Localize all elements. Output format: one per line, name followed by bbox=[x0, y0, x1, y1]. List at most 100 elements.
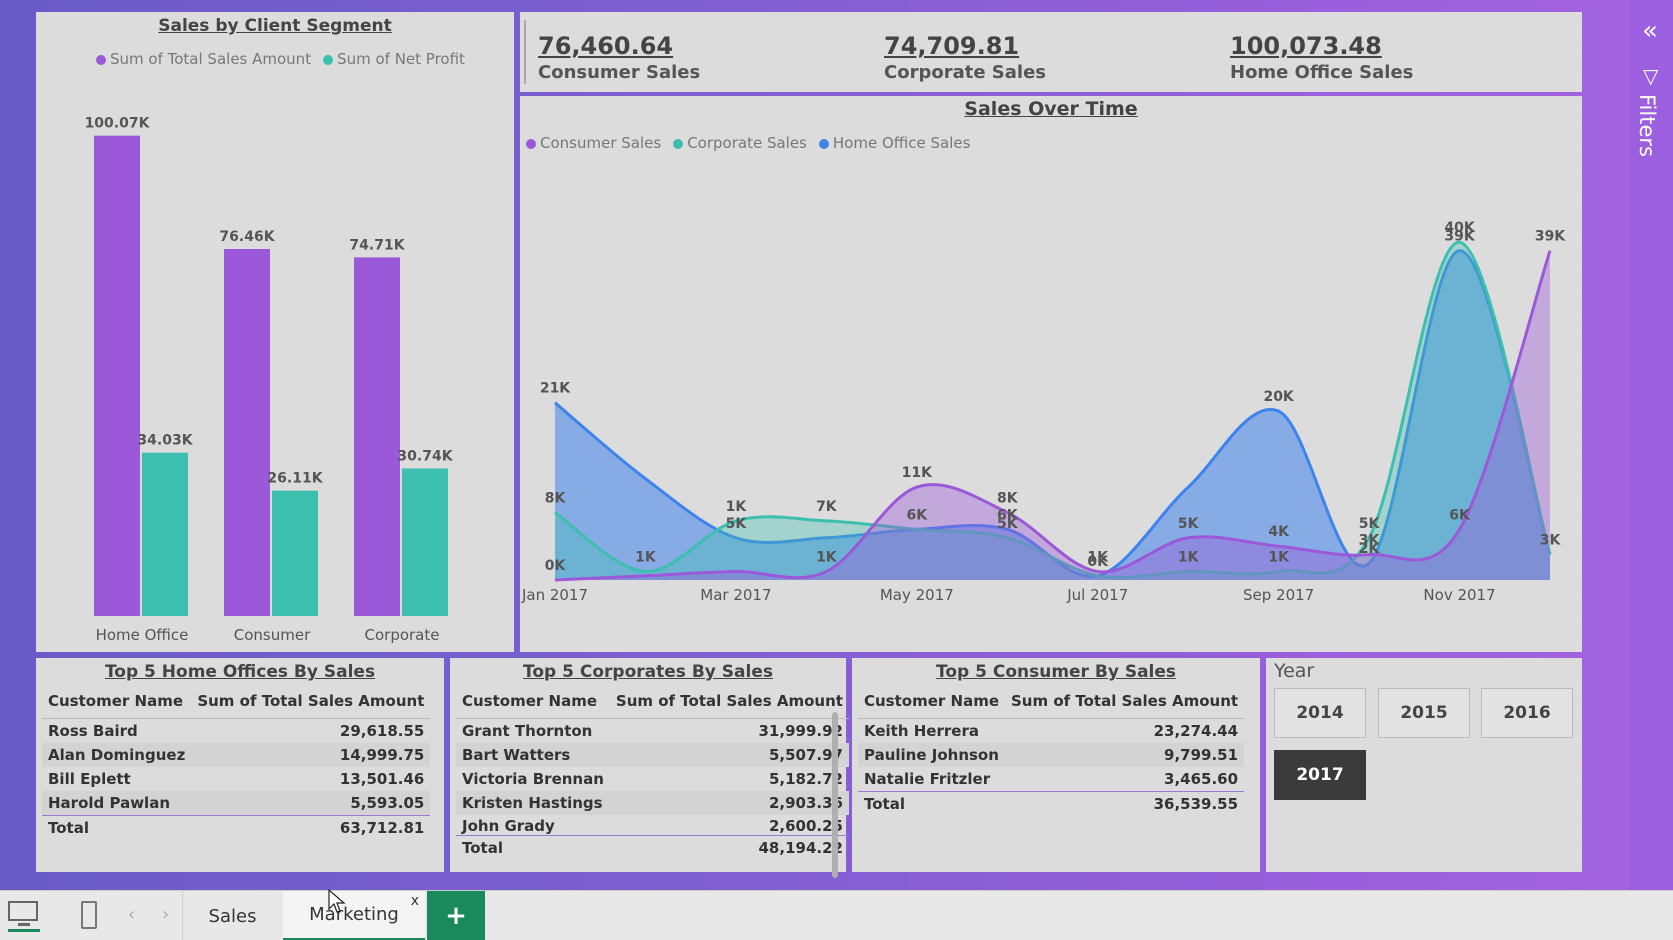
area-data-label: 40K bbox=[1444, 220, 1475, 236]
bar-consumer-series-0[interactable] bbox=[224, 248, 270, 616]
line-home-office-sales[interactable] bbox=[554, 249, 1552, 578]
bar-home-office-series-1[interactable] bbox=[142, 452, 188, 616]
table-corporate[interactable]: Customer Name Sum of Total Sales Amount … bbox=[456, 692, 849, 860]
area-data-label: 1K bbox=[1087, 550, 1109, 566]
area-data-label: 2K bbox=[1359, 541, 1381, 557]
col-header-sales[interactable]: Sum of Total Sales Amount bbox=[609, 692, 849, 719]
area-data-label: 5K bbox=[1178, 516, 1200, 532]
table-corporate-scrollbar[interactable] bbox=[832, 712, 838, 878]
area-data-label: 0K bbox=[545, 558, 567, 574]
table-consumer-panel: Top 5 Consumer By Sales Customer Name Su… bbox=[852, 658, 1260, 872]
bar-data-label: 100.07K bbox=[85, 116, 151, 132]
year-option-2014[interactable]: 2014 bbox=[1274, 688, 1366, 738]
table-row[interactable]: Alan Dominguez 14,999.75 bbox=[42, 743, 431, 767]
area-home-office-sales[interactable] bbox=[555, 250, 1550, 580]
table-corporate-title: Top 5 Corporates By Sales bbox=[523, 662, 773, 682]
kpi-corporate-value: 74,709.81 bbox=[884, 32, 1020, 60]
table-row[interactable]: Kristen Hastings 2,903.36 bbox=[456, 791, 849, 815]
col-header-customer[interactable]: Customer Name bbox=[42, 692, 192, 719]
year-option-2017[interactable]: 2017 bbox=[1274, 750, 1366, 800]
bar-home-office-series-0[interactable] bbox=[94, 135, 140, 616]
table-corporate-panel: Top 5 Corporates By Sales Customer Name … bbox=[450, 658, 849, 878]
area-data-label: 11K bbox=[902, 465, 933, 481]
table-total-row: Total 36,539.55 bbox=[858, 791, 1245, 816]
area-data-label: 1K bbox=[1268, 550, 1290, 566]
add-page-button[interactable]: + bbox=[427, 891, 485, 940]
bar-corporate-series-1[interactable] bbox=[402, 468, 448, 616]
prev-page-icon[interactable]: ‹ bbox=[128, 904, 136, 925]
line-corporate-sales[interactable] bbox=[554, 240, 1552, 580]
year-slicer-panel: Year 2014 2015 2016 2017 bbox=[1266, 658, 1582, 872]
close-tab-icon[interactable]: x bbox=[410, 893, 419, 909]
kpi-home-office-label: Home Office Sales bbox=[1230, 62, 1414, 83]
x-tick-label: Consumer bbox=[234, 626, 311, 644]
table-row[interactable]: Pauline Johnson 9,799.51 bbox=[858, 743, 1245, 767]
year-option-2015[interactable]: 2015 bbox=[1378, 688, 1470, 738]
col-header-customer[interactable]: Customer Name bbox=[456, 692, 610, 719]
kpi-panel: 76,460.64 Consumer Sales 74,709.81 Corpo… bbox=[520, 12, 1582, 92]
area-data-label: 6K bbox=[1449, 507, 1471, 523]
area-data-label: 8K bbox=[997, 490, 1019, 506]
area-data-label: 5K bbox=[726, 516, 748, 532]
table-row[interactable]: Ross Baird 29,618.55 bbox=[48, 722, 425, 740]
mobile-view-icon[interactable] bbox=[81, 901, 97, 929]
bar-corporate-series-0[interactable] bbox=[354, 257, 400, 616]
area-data-label: 1K bbox=[726, 499, 748, 515]
tab-sales[interactable]: Sales bbox=[182, 891, 282, 940]
x-tick-label: Jan 2017 bbox=[521, 586, 588, 604]
filter-funnel-icon: ▽ bbox=[1643, 64, 1659, 88]
legend-item-total-sales: Sum of Total Sales Amount bbox=[96, 50, 311, 68]
table-consumer[interactable]: Customer Name Sum of Total Sales Amount … bbox=[858, 692, 1245, 816]
col-header-sales[interactable]: Sum of Total Sales Amount bbox=[1005, 692, 1245, 719]
legend-item-consumer: Consumer Sales bbox=[526, 134, 661, 152]
table-row[interactable]: Bart Watters 5,507.97 bbox=[456, 743, 849, 767]
area-data-label: 1K bbox=[1178, 550, 1200, 566]
tab-marketing-label: Marketing bbox=[309, 904, 399, 925]
x-tick-label: Mar 2017 bbox=[700, 586, 771, 604]
area-data-label: 21K bbox=[540, 381, 571, 397]
table-row[interactable]: Keith Herrera 23,274.44 bbox=[864, 722, 1239, 740]
kpi-home-office: 100,073.48 Home Office Sales bbox=[1230, 32, 1413, 83]
table-row[interactable]: John Grady 2,600.25 bbox=[462, 817, 843, 835]
legend-item-home-office: Home Office Sales bbox=[818, 134, 970, 152]
tab-marketing[interactable]: Marketing x bbox=[283, 891, 425, 940]
page-tabs-bar: ‹ › Sales Marketing x + bbox=[0, 889, 1673, 940]
col-header-customer[interactable]: Customer Name bbox=[858, 692, 1005, 719]
segment-bar-chart: 100.07K 34.03K Home Office 76.46K 26.11K Cons… bbox=[85, 116, 454, 644]
table-home-office[interactable]: Customer Name Sum of Total Sales Amount … bbox=[42, 692, 431, 840]
area-data-label: 8K bbox=[545, 490, 567, 506]
area-data-label: 6K bbox=[997, 507, 1019, 523]
filters-pane[interactable]: « ▽ Filters bbox=[1630, 0, 1673, 890]
table-home-office-panel: Top 5 Home Offices By Sales Customer Nam… bbox=[36, 658, 444, 872]
desktop-view-icon[interactable] bbox=[8, 901, 40, 932]
collapse-chevron-icon[interactable]: « bbox=[1642, 16, 1658, 46]
x-tick-label: Jul 2017 bbox=[1066, 586, 1128, 604]
x-tick-label: Home Office bbox=[96, 626, 189, 644]
table-row[interactable]: Victoria Brennan 5,182.72 bbox=[462, 770, 843, 788]
area-data-label: 20K bbox=[1263, 389, 1294, 405]
line-consumer-sales[interactable] bbox=[554, 250, 1552, 582]
area-data-label: 39K bbox=[1535, 229, 1566, 245]
table-row[interactable]: Natalie Fritzler 3,465.60 bbox=[864, 770, 1239, 788]
year-option-2016[interactable]: 2016 bbox=[1481, 688, 1573, 738]
legend-item-net-profit: Sum of Net Profit bbox=[323, 50, 465, 68]
mouse-cursor-icon bbox=[328, 889, 346, 913]
col-header-sales[interactable]: Sum of Total Sales Amount bbox=[191, 692, 431, 719]
area-consumer-sales[interactable] bbox=[555, 250, 1550, 580]
kpi-consumer-label: Consumer Sales bbox=[538, 62, 701, 83]
bar-consumer-series-1[interactable] bbox=[272, 490, 318, 616]
next-page-icon[interactable]: › bbox=[162, 904, 170, 925]
area-data-label: 39K bbox=[1444, 229, 1475, 245]
segment-chart-title: Sales by Client Segment bbox=[158, 16, 392, 36]
area-data-label: 3K bbox=[1359, 533, 1381, 549]
table-row[interactable]: Harold Pawlan 5,593.05 bbox=[42, 791, 431, 816]
bar-data-label: 74.71K bbox=[349, 237, 405, 253]
segment-chart-panel: Sales by Client Segment Sum of Total Sal… bbox=[36, 12, 514, 652]
area-corporate-sales[interactable] bbox=[555, 242, 1550, 580]
area-data-label: 4K bbox=[1268, 524, 1290, 540]
table-row[interactable]: Bill Eplett 13,501.46 bbox=[48, 770, 425, 788]
table-row[interactable]: Grant Thornton 31,999.92 bbox=[462, 722, 843, 740]
kpi-corporate-label: Corporate Sales bbox=[884, 62, 1047, 83]
year-slicer-title: Year bbox=[1274, 660, 1315, 682]
